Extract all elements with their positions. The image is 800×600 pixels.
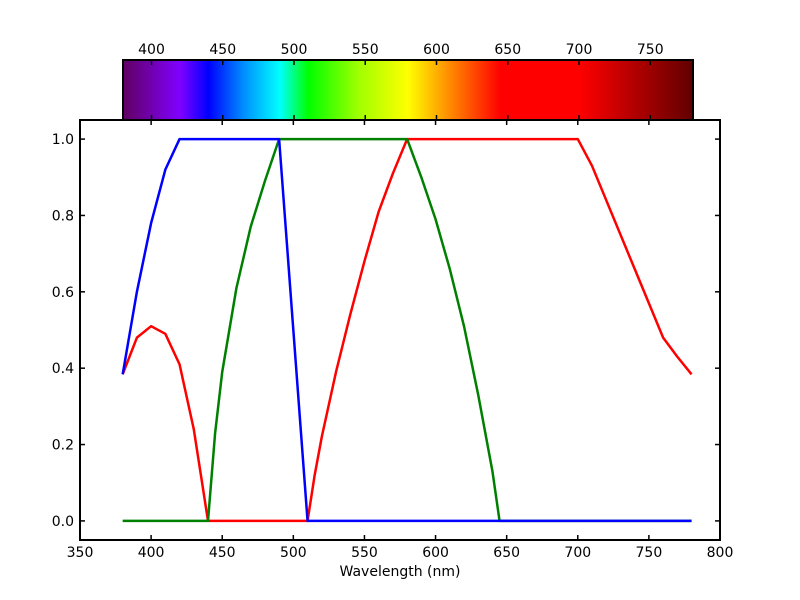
series-line-1 [121,137,693,523]
y-axis-ticks: 0.0 0.2 0.4 0.6 0.8 1.0 [52,132,720,530]
series-layer [121,137,693,523]
plot-frame [79,119,721,541]
x-tick-label: 350 [67,545,94,561]
x-tick-label: 750 [636,545,663,561]
spectrum-tick-label: 650 [494,42,521,58]
spectrum-tick-label: 750 [637,42,664,58]
x-tick-label: 650 [493,545,520,561]
x-tick-label: 600 [422,545,449,561]
main-plot: 350 400 450 500 550 600 650 700 750 800 0.0 0.2 0.4… [52,119,734,580]
spectrum-colorbar: 400 450 500 550 600 650 700 750 [122,42,694,121]
x-tick-label: 500 [280,545,307,561]
series-line-2 [122,137,692,523]
y-tick-label: 0.8 [52,208,74,224]
y-tick-label: 0.0 [52,514,74,530]
x-tick-label: 400 [138,545,165,561]
spectrum-tick-label: 400 [138,42,165,58]
x-axis-label: Wavelength (nm) [340,564,461,580]
spectrum-ticks: 400 450 500 550 600 650 700 750 [138,42,664,120]
series-line-3 [121,137,692,523]
y-tick-label: 0.4 [52,361,74,377]
spectrum-tick-label: 500 [281,42,308,58]
spectrum-tick-label: 450 [209,42,236,58]
spectrum-tick-label: 700 [566,42,593,58]
spectrum-tick-label: 550 [352,42,379,58]
spectrum-tick-label: 600 [423,42,450,58]
y-tick-label: 1.0 [52,132,74,148]
y-tick-label: 0.2 [52,438,74,454]
x-tick-label: 450 [209,545,236,561]
spectrum-gradient-bar [122,59,694,121]
x-tick-label: 800 [707,545,734,561]
x-tick-label: 550 [351,545,378,561]
x-axis-ticks: 350 400 450 500 550 600 650 700 750 800 [67,120,734,561]
y-tick-label: 0.6 [52,285,74,301]
x-tick-label: 700 [564,545,591,561]
